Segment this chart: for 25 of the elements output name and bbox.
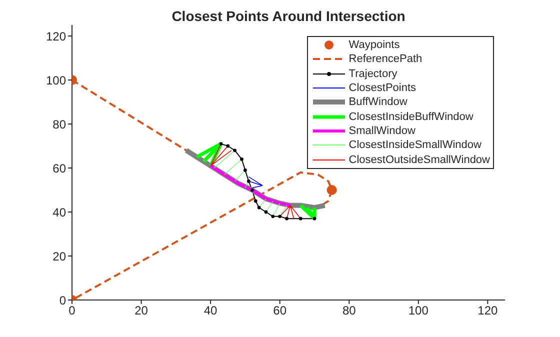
legend-label: SmallWindow (348, 124, 416, 137)
legend-label: ClosestPoints (348, 82, 416, 94)
y-tick-label: 100 (46, 73, 66, 88)
x-tick-label: 120 (478, 304, 498, 318)
y-tick-label: 40 (52, 205, 66, 220)
y-tick-label: 120 (46, 29, 66, 44)
legend-label: Trajectory (348, 68, 398, 80)
x-tick-label: 40 (204, 304, 218, 318)
chart-title: Closest Points Around Intersection (170, 8, 406, 24)
x-tick-label: 80 (342, 304, 356, 318)
legend-label: ClosestOutsideSmallWindow (348, 154, 490, 166)
legend-label: ClosestInsideBuffWindow (348, 110, 474, 123)
y-tick-label: 80 (52, 117, 66, 132)
legend-label: ClosestInsideSmallWindow (348, 139, 482, 152)
x-tick-label: 20 (134, 304, 148, 318)
y-tick-label: 0 (59, 293, 66, 308)
x-tick-label: 100 (408, 304, 429, 318)
y-tick-label: 60 (52, 161, 66, 176)
x-tick-label: 60 (273, 304, 287, 318)
legend-label: ReferencePath (348, 53, 422, 66)
x-tick-label: 0 (68, 304, 76, 318)
y-tick-label: 20 (52, 249, 66, 264)
legend-label: BuffWindow (348, 96, 408, 108)
legend-label: Waypoints (348, 39, 400, 52)
line-series (209, 164, 292, 207)
